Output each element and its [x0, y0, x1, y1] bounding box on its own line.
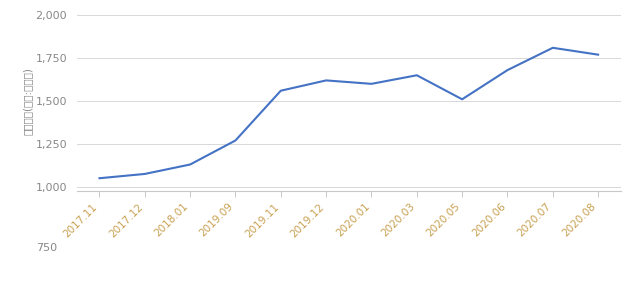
Y-axis label: 거래금액(단위:백만원): 거래금액(단위:백만원) [22, 68, 33, 135]
Text: 750: 750 [36, 243, 58, 253]
